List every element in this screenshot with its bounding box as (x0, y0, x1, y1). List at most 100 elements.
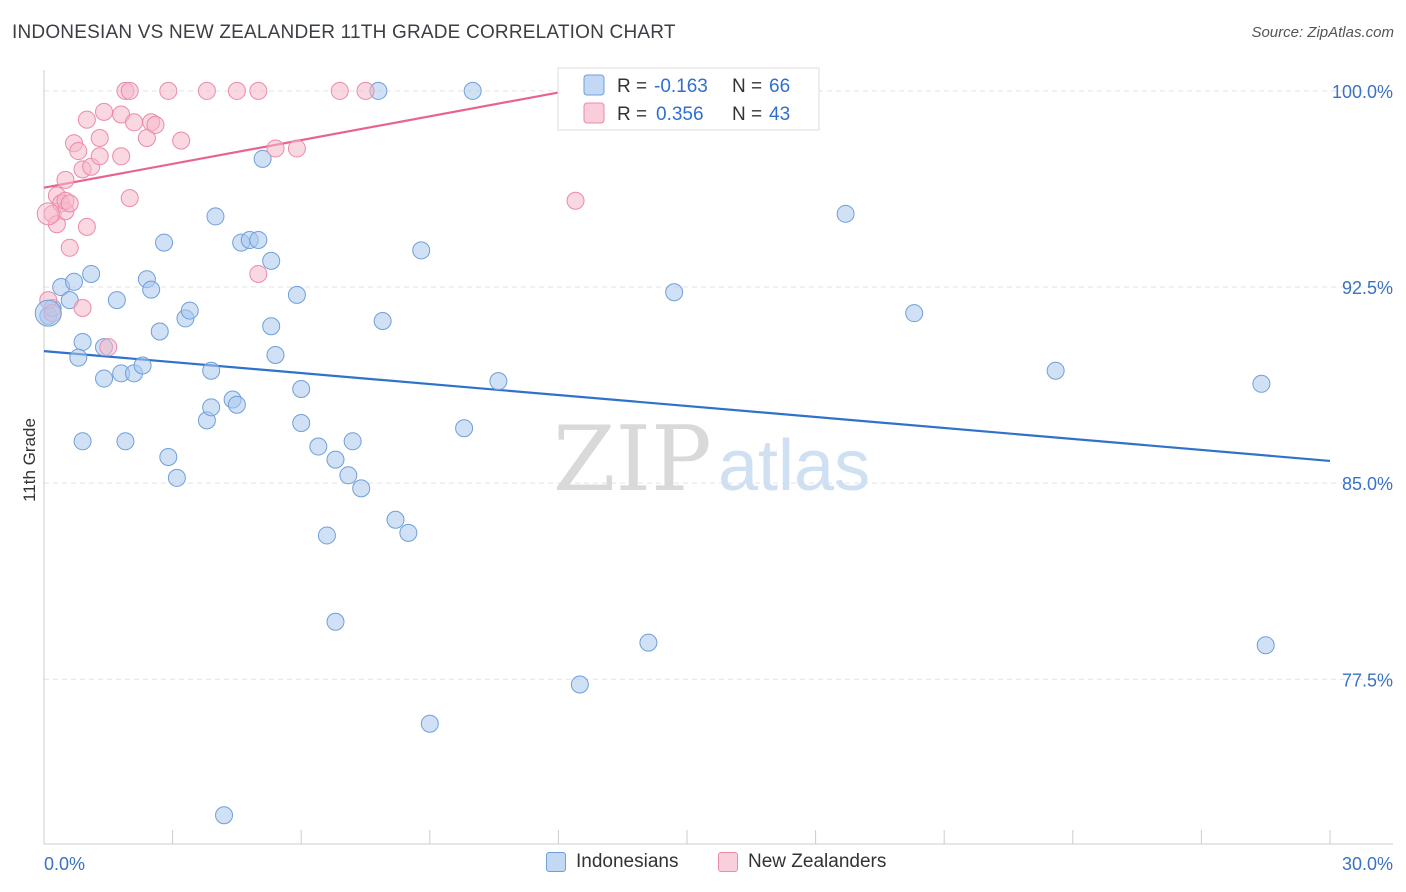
indonesian-point (287, 285, 306, 304)
indonesian-point (253, 149, 272, 168)
indonesian-point (386, 510, 405, 529)
stats-n-value-0: 66 (769, 76, 790, 97)
legend-swatch-new-zealanders (718, 852, 738, 872)
indonesian-point (339, 466, 358, 485)
indonesian-point (1252, 374, 1271, 393)
stats-r-label-0: R = (617, 76, 652, 97)
indonesian-point (343, 432, 362, 451)
indonesian-point (455, 419, 474, 438)
axes (43, 70, 1393, 845)
indonesian-point (73, 432, 92, 451)
indonesian-point (262, 251, 281, 270)
indonesian-point (292, 414, 311, 433)
stats-n-label-0: N = (732, 76, 767, 97)
new-zealander-point (73, 298, 92, 317)
legend-item-indonesians[interactable]: Indonesians (546, 851, 678, 873)
indonesian-point (116, 432, 135, 451)
stats-r-label-1: R = (617, 104, 652, 125)
indonesian-point (399, 523, 418, 542)
indonesian-point (159, 448, 178, 466)
indonesian-point (202, 398, 221, 417)
source-credit: Source: ZipAtlas.com (1251, 24, 1394, 41)
new-zealander-point (197, 81, 216, 100)
indonesian-point (155, 233, 174, 252)
new-zealander-point (172, 131, 191, 150)
indonesian-point (150, 322, 169, 341)
new-zealander-point (60, 238, 79, 257)
new-zealander-point (69, 142, 88, 161)
new-zealander-point (77, 110, 96, 129)
indonesian-point (326, 450, 345, 469)
new-zealander-point (95, 102, 114, 121)
x-tick-label-max: 30.0% (1342, 854, 1393, 874)
indonesian-point (665, 283, 684, 302)
y-tick-label: 100.0% (1332, 82, 1393, 102)
indonesian-point (227, 395, 246, 414)
indonesian-point (309, 437, 328, 456)
stats-swatch-new-zealanders (583, 102, 605, 124)
indonesian-point (373, 312, 392, 331)
new-zealander-point (287, 139, 306, 158)
new-zealander-point (159, 81, 178, 100)
new-zealander-point (77, 217, 96, 236)
indonesian-point (1256, 636, 1275, 655)
indonesian-point (639, 633, 658, 652)
new-zealander-point (566, 191, 585, 210)
legend-item-new-zealanders[interactable]: New Zealanders (718, 851, 886, 873)
new-zealander-point (356, 81, 375, 100)
stats-box: R = -0.163 N = 66 R = 0.356 N = 43 (557, 67, 820, 131)
legend-swatch-indonesians (546, 852, 566, 872)
indonesian-point (1046, 361, 1065, 380)
y-tick-label: 85.0% (1342, 474, 1393, 494)
new-zealander-point (56, 170, 75, 189)
indonesian-point (292, 380, 311, 399)
stats-r-value-1: 0.356 (656, 104, 704, 125)
indonesian-point (352, 479, 371, 498)
indonesian-point (570, 675, 589, 694)
indonesian-point (463, 81, 482, 100)
indonesian-point (489, 372, 508, 391)
indonesian-point (206, 207, 225, 226)
new-zealander-point (146, 115, 165, 134)
new-zealander-cluster-point (36, 202, 60, 226)
new-zealanders-trend-line (43, 89, 568, 189)
indonesian-point (836, 204, 855, 223)
new-zealander-point (47, 215, 66, 234)
data-points (34, 81, 1275, 825)
y-tick-label: 77.5% (1342, 670, 1393, 690)
new-zealander-point (60, 194, 79, 213)
indonesian-cluster-point (34, 299, 62, 327)
indonesian-point (180, 301, 199, 320)
indonesian-point (73, 332, 92, 351)
new-zealander-point (90, 128, 109, 147)
indonesian-point (412, 241, 431, 260)
indonesian-point (249, 230, 268, 249)
watermark-atlas: atlas (718, 426, 870, 506)
indonesian-point (262, 317, 281, 336)
indonesian-point (95, 369, 114, 388)
indonesian-point (142, 280, 161, 299)
new-zealander-point (330, 81, 349, 100)
stats-n-value-1: 43 (769, 104, 790, 125)
indonesian-point (65, 272, 84, 291)
indonesian-point (266, 346, 285, 365)
new-zealander-point (120, 81, 139, 100)
new-zealander-point (227, 81, 246, 100)
y-tick-labels: 77.5% 85.0% 92.5% 100.0% (1332, 82, 1393, 690)
x-tick-label-min: 0.0% (44, 854, 85, 874)
stats-r-value-0: -0.163 (654, 76, 708, 97)
indonesian-point (326, 612, 345, 631)
indonesian-point (69, 348, 88, 367)
new-zealander-point (99, 338, 118, 357)
new-zealander-point (120, 189, 139, 208)
new-zealander-point (112, 147, 131, 166)
indonesian-point (82, 264, 101, 283)
chart-title: INDONESIAN VS NEW ZEALANDER 11TH GRADE C… (12, 22, 676, 43)
legend-label-indonesians: Indonesians (576, 851, 679, 872)
y-axis-label: 11th Grade (20, 418, 39, 502)
indonesian-point (317, 526, 336, 545)
trend-lines (43, 89, 1331, 463)
watermark: ZIP atlas (553, 407, 870, 512)
new-zealander-point (90, 147, 109, 166)
